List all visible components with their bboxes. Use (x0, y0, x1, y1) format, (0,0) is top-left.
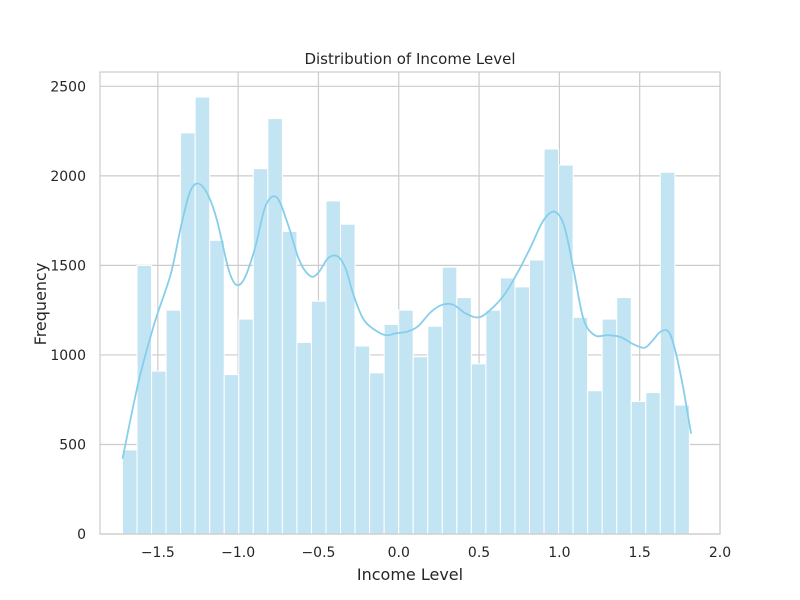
histogram-bar (398, 309, 414, 535)
x-tick-label: 0.5 (468, 545, 490, 561)
histogram-bar (383, 323, 400, 535)
histogram-bar (369, 372, 385, 535)
histogram-bar (223, 374, 240, 535)
histogram-bar (281, 230, 298, 535)
histogram-bar (325, 200, 342, 535)
histogram-bar (354, 345, 371, 535)
x-axis-ticks: −1.5 −1.0 −0.5 0.0 0.5 1.0 1.5 2.0 (141, 545, 731, 561)
x-axis-label: Income Level (357, 565, 463, 584)
histogram-bar (601, 318, 618, 535)
x-tick-label: −1.0 (221, 545, 255, 561)
histogram-bar (470, 363, 487, 535)
histogram-bar (587, 390, 603, 535)
x-tick-label: 1.5 (629, 545, 651, 561)
histogram-bar (616, 297, 632, 535)
histogram-bar (485, 309, 501, 535)
y-tick-label: 500 (59, 437, 86, 453)
histogram-bar (121, 449, 138, 535)
histogram-bar (558, 164, 574, 535)
histogram-bar (310, 300, 327, 535)
histogram-bar (165, 309, 182, 535)
histogram-bar (427, 325, 443, 535)
y-tick-label: 1500 (50, 258, 86, 274)
histogram-bar (456, 297, 472, 535)
histogram-bar (296, 341, 312, 535)
x-tick-label: −1.5 (141, 545, 175, 561)
y-axis-ticks: 0 500 1000 1500 2000 2500 (50, 79, 86, 543)
y-tick-label: 1000 (50, 348, 86, 364)
histogram-bars (121, 96, 690, 535)
histogram-bar (151, 370, 167, 535)
y-tick-label: 2500 (50, 79, 86, 95)
y-tick-label: 0 (77, 527, 86, 543)
histogram-bar (412, 356, 429, 535)
histogram-bar (136, 264, 153, 535)
plot-frame (99, 71, 721, 535)
histogram-bar (514, 286, 531, 535)
histogram-bar (572, 316, 589, 535)
histogram-bar (645, 392, 661, 535)
histogram-bar (267, 118, 283, 535)
histogram-bar (194, 96, 211, 535)
chart-title: Distribution of Income Level (304, 50, 515, 68)
x-tick-label: 2.0 (709, 545, 731, 561)
y-tick-label: 2000 (50, 169, 86, 185)
x-tick-label: −0.5 (301, 545, 335, 561)
histogram-bar (441, 266, 458, 535)
x-tick-label: 0.0 (388, 545, 410, 561)
histogram-bar (543, 148, 560, 535)
kde-curve (121, 182, 692, 459)
x-tick-label: 1.0 (548, 545, 570, 561)
histogram-bar (499, 277, 516, 535)
histogram-bar (674, 404, 690, 535)
histogram-bar (238, 318, 254, 535)
histogram-bar (659, 171, 676, 535)
y-axis-label: Frequency (31, 263, 50, 346)
histogram-bar (180, 132, 196, 535)
histogram-bar (209, 239, 225, 535)
histogram-bar (529, 259, 545, 535)
histogram-bar (630, 400, 647, 535)
histogram-bar (340, 223, 356, 535)
